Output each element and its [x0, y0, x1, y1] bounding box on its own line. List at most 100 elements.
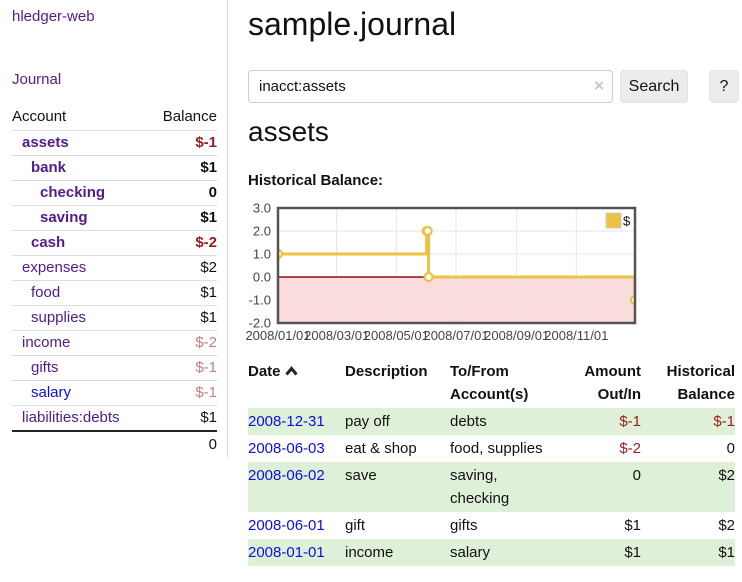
- account-row: food $1: [12, 280, 217, 306]
- svg-text:2.0: 2.0: [253, 224, 271, 239]
- txn-balance: $2: [718, 467, 735, 484]
- txn-accounts: salary: [450, 544, 491, 561]
- main-content: sample.journal × Search ? assets Histori…: [245, 0, 742, 582]
- svg-text:2008/07/01: 2008/07/01: [423, 328, 488, 343]
- txn-date-cell: 2008-12-31: [248, 408, 345, 435]
- account-balance: $-2: [148, 330, 217, 356]
- txn-date-link[interactable]: 2008-06-01: [248, 517, 325, 534]
- txn-date-cell: 2008-06-01: [248, 512, 345, 539]
- account-cell: salary: [12, 380, 149, 406]
- txn-balance: $1: [718, 544, 735, 561]
- account-link-salary[interactable]: salary: [31, 384, 72, 401]
- txn-amount: $-1: [619, 413, 641, 430]
- account-link-bank[interactable]: bank: [31, 159, 67, 176]
- txn-date-cell: 2008-06-03: [248, 435, 345, 462]
- account-row: bank $1: [12, 155, 217, 181]
- chart-title: Historical Balance:: [248, 172, 384, 189]
- account-balance: $2: [148, 255, 217, 281]
- account-heading: assets: [248, 116, 329, 147]
- account-cell: bank: [12, 155, 149, 181]
- transaction-row: 2008-12-31 pay off debts $-1 $-1: [248, 408, 735, 435]
- help-button[interactable]: ?: [709, 70, 739, 103]
- accounts-total-row: 0: [12, 430, 217, 457]
- account-balance: $1: [148, 305, 217, 331]
- account-link-assets[interactable]: assets: [22, 134, 69, 151]
- account-link-supplies[interactable]: supplies: [31, 309, 87, 326]
- txn-balance: $-1: [713, 413, 735, 430]
- txn-description: eat & shop: [345, 440, 417, 457]
- search-button[interactable]: Search: [620, 70, 688, 103]
- account-link-checking[interactable]: checking: [40, 184, 106, 201]
- txn-date-link[interactable]: 2008-06-02: [248, 467, 325, 484]
- col-description: Description: [345, 363, 428, 380]
- account-balance: $-1: [148, 130, 217, 156]
- txn-amount: $-2: [619, 440, 641, 457]
- account-row: salary $-1: [12, 380, 217, 406]
- chart-canvas: 3.0 2.0 1.0 0.0 -1.0 -2.02008/01/012008/03/01…: [245, 201, 637, 343]
- account-link-gifts[interactable]: gifts: [31, 359, 59, 376]
- account-row: income $-2: [12, 330, 217, 356]
- txn-date-cell: 2008-06-02: [248, 462, 345, 512]
- accounts-header-row: Account Balance: [12, 105, 217, 131]
- svg-text:2008/11/01: 2008/11/01: [544, 328, 608, 343]
- transaction-row: 2008-06-03 eat & shop food, supplies $-2 0: [248, 435, 735, 462]
- account-cell: income: [12, 330, 149, 356]
- col-amount: Amount Out/In: [584, 363, 641, 403]
- txn-amount: 0: [632, 467, 641, 484]
- txn-amount: $1: [624, 544, 641, 561]
- accounts-col-account: Account: [12, 105, 149, 131]
- txn-date-link[interactable]: 2008-12-31: [248, 413, 325, 430]
- txn-description: gift: [345, 517, 366, 534]
- account-link-cash[interactable]: cash: [31, 234, 66, 251]
- transaction-row: 2008-06-01 gift gifts $1 $2: [248, 512, 735, 539]
- svg-text:2008/03/01: 2008/03/01: [304, 328, 369, 343]
- svg-text:1.0: 1.0: [253, 247, 271, 262]
- svg-text:-2.0: -2.0: [249, 316, 271, 331]
- historical-balance-chart: 3.0 2.0 1.0 0.0 -1.0 -2.0 2008/01/01 2008/03/01…: [240, 200, 740, 350]
- account-row: cash $-2: [12, 230, 217, 256]
- svg-text:0.0: 0.0: [253, 270, 271, 285]
- account-link-food[interactable]: food: [31, 284, 61, 301]
- txn-date-cell: 2008-01-01: [248, 539, 345, 566]
- account-row: checking 0: [12, 180, 217, 206]
- search-input[interactable]: [248, 70, 613, 103]
- account-cell: cash: [12, 230, 149, 256]
- account-row: saving $1: [12, 205, 217, 231]
- svg-text:2008/05/01: 2008/05/01: [364, 328, 429, 343]
- svg-text:$: $: [623, 214, 631, 229]
- transactions-header-row: Date Description To/From Account(s) Amou…: [248, 358, 735, 408]
- account-row: gifts $-1: [12, 355, 217, 381]
- accounts-total-value: 0: [148, 430, 217, 457]
- account-cell: food: [12, 280, 149, 306]
- search-form: × Search ?: [248, 70, 739, 103]
- txn-accounts: debts: [450, 413, 487, 430]
- sidebar-item-journal[interactable]: Journal: [12, 71, 62, 88]
- svg-text:-1.0: -1.0: [249, 293, 271, 308]
- transaction-row: 2008-06-02 save saving, checking 0 $2: [248, 462, 735, 512]
- accounts-table: Account Balance assets $-1 bank $1 checking 0…: [12, 105, 217, 457]
- txn-date-link[interactable]: 2008-06-03: [248, 440, 325, 457]
- col-date-sort[interactable]: Date: [248, 358, 345, 408]
- sidebar: hledger-web Journal Account Balance asse…: [0, 0, 228, 457]
- account-row: liabilities:debts $1: [12, 405, 217, 432]
- transaction-row: 2008-01-01 income salary $1 $1: [248, 539, 735, 566]
- txn-date-link[interactable]: 2008-01-01: [248, 544, 325, 561]
- sort-ascending-icon: [284, 366, 298, 376]
- svg-text:2008/09/01: 2008/09/01: [484, 328, 549, 343]
- account-cell: liabilities:debts: [12, 405, 149, 432]
- account-row: expenses $2: [12, 255, 217, 281]
- account-cell: checking: [12, 180, 149, 206]
- transactions-table: Date Description To/From Account(s) Amou…: [248, 358, 735, 566]
- account-link-liabilities-debts[interactable]: liabilities:debts: [22, 409, 120, 426]
- account-link-income[interactable]: income: [22, 334, 71, 351]
- clear-search-icon[interactable]: ×: [594, 76, 604, 95]
- txn-balance: 0: [726, 440, 735, 457]
- account-balance: $1: [148, 155, 217, 181]
- account-link-expenses[interactable]: expenses: [22, 259, 87, 276]
- txn-balance: $2: [718, 517, 735, 534]
- account-cell: gifts: [12, 355, 149, 381]
- account-link-saving[interactable]: saving: [40, 209, 88, 226]
- app-title-link[interactable]: hledger-web: [12, 8, 95, 25]
- txn-description: save: [345, 467, 377, 484]
- txn-accounts: saving, checking: [450, 467, 510, 507]
